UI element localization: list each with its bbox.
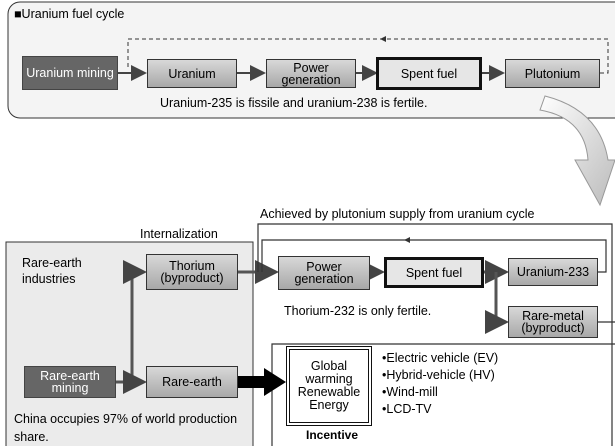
label: Incentive	[306, 428, 359, 442]
curved-arrow	[539, 95, 615, 207]
dashed-feedback	[127, 38, 609, 74]
box: Spent fuel	[376, 57, 482, 90]
box: Uranium-233	[508, 258, 598, 286]
panel-title: ■Uranium fuel cycle	[14, 7, 125, 21]
application-item: •Wind-mill	[382, 385, 438, 399]
box: Rare-earth	[146, 366, 238, 398]
box: Rare-earth mining	[24, 366, 116, 398]
application-item: •Electric vehicle (EV)	[382, 351, 499, 365]
box: Spent fuel	[384, 257, 484, 288]
feedback-lines	[257, 223, 615, 446]
caption: Uranium-235 is fissile and uranium-238 i…	[160, 96, 428, 110]
box: Thorium (byproduct)	[146, 254, 238, 290]
box: Power generation	[278, 256, 370, 290]
application-item: •Hybrid-vehicle (HV)	[382, 368, 495, 382]
note: Achieved by plutonium supply from uraniu…	[260, 207, 535, 221]
note: China occupies 97% of world production s…	[14, 412, 238, 444]
incentive-box: Global warming Renewable Energy	[286, 346, 372, 426]
box: Uranium mining	[22, 56, 118, 90]
box: Power generation	[266, 59, 356, 88]
thorium-arrows	[116, 260, 509, 394]
box: Rare-metal (byproduct)	[508, 306, 598, 338]
application-list: •Electric vehicle (EV) •Hybrid-vehicle (H…	[382, 350, 498, 418]
note: Internalization	[140, 227, 218, 241]
big-arrow	[238, 368, 286, 396]
caption: Thorium-232 is only fertile.	[284, 304, 432, 318]
box: Uranium	[147, 59, 237, 88]
label: Rare-earth industries	[22, 256, 82, 286]
application-item: •LCD-TV	[382, 402, 432, 416]
box: Plutonium	[505, 59, 600, 88]
